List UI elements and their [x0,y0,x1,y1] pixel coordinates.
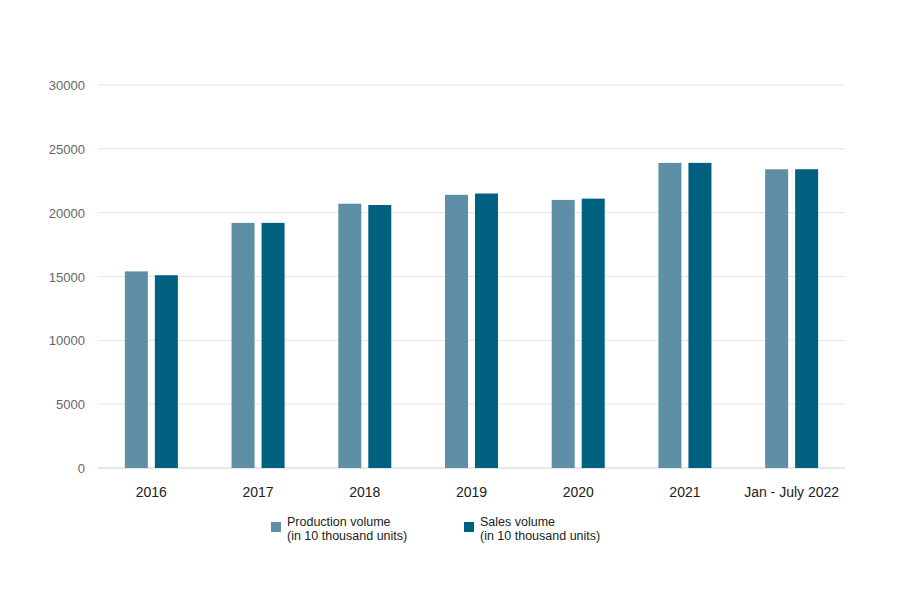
bar [232,223,255,468]
x-tick-label: 2017 [242,484,273,500]
grid-line [98,404,845,405]
y-tick-label: 20000 [49,206,85,221]
bar [475,194,498,468]
bar [155,275,178,468]
bar [552,200,575,468]
x-tick-label: 2021 [669,484,700,500]
legend-swatch [271,522,281,532]
bar [338,204,361,468]
y-tick-label: 15000 [49,270,85,285]
legend-label: Sales volume(in 10 thousand units) [480,515,600,543]
grid-line [98,468,845,469]
y-tick-label: 10000 [49,333,85,348]
bar [445,195,468,468]
x-tick-label: 2019 [456,484,487,500]
bar [125,271,148,468]
bar [765,169,788,468]
grid-line [98,212,845,213]
x-tick-label: 2018 [349,484,380,500]
grid [98,85,845,468]
x-tick-label: Jan - July 2022 [744,484,839,500]
grid-line [98,276,845,277]
bar [795,169,818,468]
grid-line [98,148,845,149]
x-tick-label: 2016 [136,484,167,500]
bar [368,205,391,468]
legend: Production volume(in 10 thousand units)S… [271,515,600,543]
grid-line [98,85,845,86]
bar [262,223,285,468]
y-tick-label: 0 [78,461,85,476]
chart-svg: 0 5000 10000 15000 20000 25000 30000 2016 2017 20… [0,0,900,600]
y-tick-label: 30000 [49,78,85,93]
legend-line: Sales volume [480,515,555,529]
bar [688,163,711,468]
legend-line: (in 10 thousand units) [287,529,407,543]
y-tick-label: 5000 [56,397,85,412]
chart-container: 0 5000 10000 15000 20000 25000 30000 2016 2017 20… [0,0,900,600]
grid-line [98,340,845,341]
y-tick-label: 25000 [49,142,85,157]
legend-line: (in 10 thousand units) [480,529,600,543]
legend-line: Production volume [287,515,391,529]
legend-label: Production volume(in 10 thousand units) [287,515,407,543]
bar [658,163,681,468]
x-tick-label: 2020 [563,484,594,500]
bar [582,199,605,468]
bars [125,163,818,468]
legend-swatch [464,522,474,532]
